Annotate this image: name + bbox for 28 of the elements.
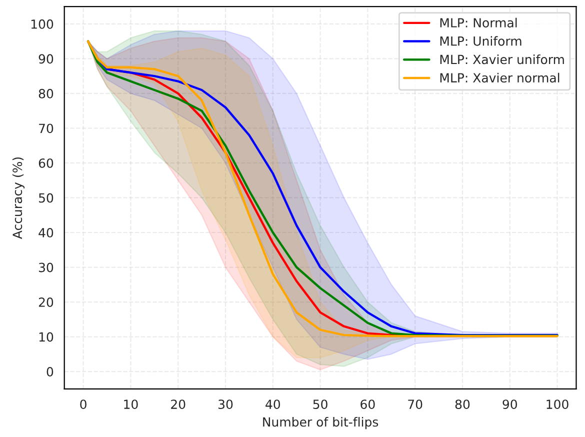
x-tick-label: 100 (546, 400, 568, 410)
y-tick-label: 20 (38, 298, 54, 307)
x-tick-label: 90 (502, 400, 517, 410)
x-tick-label: 0 (80, 400, 86, 410)
y-tick-label: 40 (38, 228, 54, 238)
y-tick-label: 50 (38, 193, 54, 203)
y-tick-label: 60 (38, 158, 54, 168)
x-tick-label: 70 (408, 400, 422, 410)
y-tick-label: 30 (38, 262, 54, 272)
legend-label: MLP: Uniform (440, 36, 522, 46)
y-tick-label: 10 (39, 332, 54, 342)
legend-label: MLP: Xavier normal (440, 72, 560, 83)
y-tick-label: 80 (38, 88, 54, 98)
x-tick-label: 50 (313, 400, 328, 410)
x-tick-label: 80 (455, 400, 470, 410)
x-tick-label: 40 (266, 400, 280, 410)
x-tick-label: 30 (218, 400, 233, 410)
legend-label: MLP: Xavier uniform (440, 54, 564, 64)
y-axis-title: Accuracy (%) (12, 157, 25, 239)
legend-label: MLP: Normal (440, 18, 517, 28)
y-tick-label: 70 (39, 124, 54, 134)
x-tick-label: 20 (171, 400, 186, 410)
x-tick-label: 10 (124, 400, 138, 410)
y-tick-label: 90 (38, 54, 54, 64)
y-tick-label: 0 (46, 367, 54, 376)
x-tick-label: 60 (360, 400, 375, 410)
y-tick-label: 100 (31, 19, 54, 29)
x-axis-title: Number of bit-flips (263, 417, 378, 430)
